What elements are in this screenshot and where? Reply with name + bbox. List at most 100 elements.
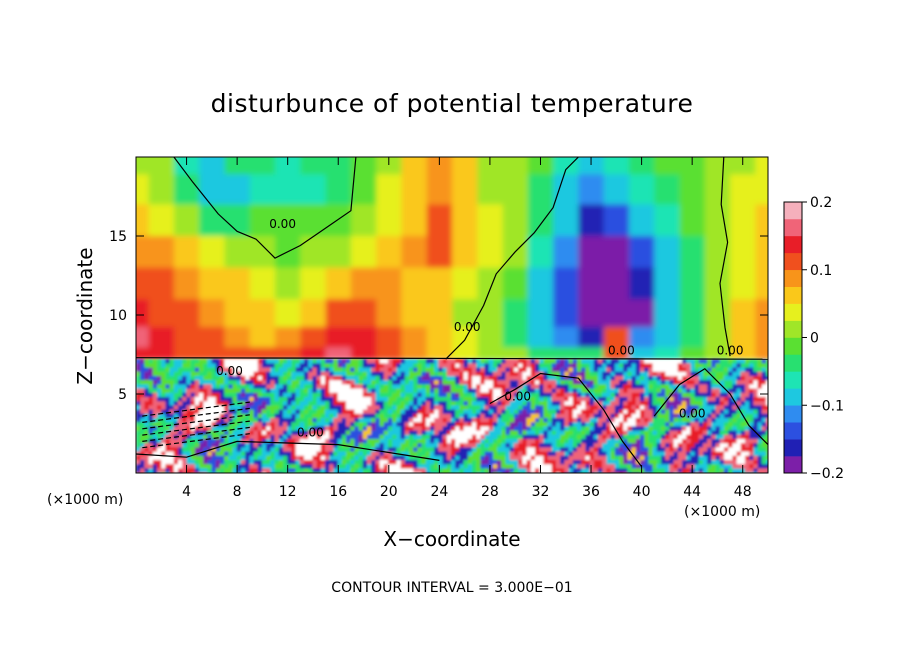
turbulence-cell [518,392,523,398]
turbulence-cell [253,367,259,373]
turbulence-cell [505,451,511,457]
turbulence-cell [404,359,410,364]
turbulence-cell [526,359,532,364]
turbulence-cell [652,388,658,394]
turbulence-cell [442,426,448,431]
turbulence-cell [635,434,641,440]
turbulence-cell [493,460,498,465]
turbulence-cell [148,439,154,444]
turbulence-cell [173,447,179,452]
turbulence-cell [766,363,768,368]
turbulence-cell [434,422,439,427]
turbulence-cell [257,460,263,465]
turbulence-cell [736,380,742,385]
turbulence-cell [459,376,464,381]
turbulence-cell [291,367,296,373]
turbulence-cell [556,371,561,377]
turbulence-cell [341,439,347,444]
field-cell [502,326,529,348]
turbulence-cell [295,443,301,448]
turbulence-cell [560,363,565,368]
turbulence-cell [413,455,418,461]
turbulence-cell [682,418,687,423]
turbulence-cell [446,380,452,385]
turbulence-cell [619,413,624,419]
turbulence-cell [593,367,599,373]
turbulence-cell [522,418,527,423]
turbulence-cell [543,418,548,423]
turbulence-cell [707,464,712,469]
turbulence-cell [257,401,263,406]
turbulence-cell [274,363,280,368]
turbulence-cell [379,405,385,410]
turbulence-cell [253,413,259,419]
turbulence-cell [564,363,569,368]
turbulence-cell [463,380,469,385]
turbulence-cell [312,434,317,440]
turbulence-cell [215,413,221,419]
turbulence-cell [207,367,212,373]
turbulence-cell [543,468,548,473]
turbulence-cell [497,430,502,436]
turbulence-cell [451,409,456,415]
turbulence-cell [404,413,410,419]
turbulence-cell [379,464,385,469]
turbulence-cell [186,464,191,469]
turbulence-cell [194,434,200,440]
turbulence-cell [467,405,473,410]
turbulence-cell [724,413,729,419]
turbulence-cell [665,418,670,423]
turbulence-cell [299,468,305,473]
turbulence-cell [383,434,389,440]
turbulence-cell [182,363,187,368]
turbulence-cell [577,363,582,368]
turbulence-cell [455,460,460,465]
turbulence-cell [211,439,217,444]
turbulence-cell [648,380,653,385]
turbulence-cell [484,439,490,444]
turbulence-cell [383,359,389,364]
turbulence-cell [375,392,380,398]
turbulence-cell [325,451,330,457]
turbulence-cell [287,413,292,419]
turbulence-cell [211,443,217,448]
turbulence-cell [199,405,204,410]
turbulence-cell [329,460,334,465]
turbulence-cell [497,451,502,457]
turbulence-cell [627,359,632,364]
turbulence-cell [732,439,737,444]
turbulence-cell [740,447,746,452]
turbulence-cell [337,443,343,448]
turbulence-cell [766,455,768,461]
turbulence-cell [207,468,212,473]
turbulence-cell [425,397,431,402]
turbulence-cell [745,405,750,410]
turbulence-cell [581,434,586,440]
turbulence-cell [383,447,389,452]
turbulence-cell [530,392,536,398]
turbulence-cell [568,376,574,381]
turbulence-cell [215,401,221,406]
turbulence-cell [165,359,170,364]
field-cell [401,326,428,348]
turbulence-cell [215,367,221,373]
turbulence-cell [652,418,658,423]
field-cell [148,174,175,205]
field-cell [350,236,377,269]
turbulence-cell [430,426,435,431]
turbulence-cell [308,359,313,364]
turbulence-cell [715,439,721,444]
turbulence-cell [152,371,158,377]
turbulence-cell [388,405,393,410]
turbulence-cell [694,413,700,419]
turbulence-cell [593,401,599,406]
turbulence-cell [312,380,317,385]
turbulence-cell [661,363,666,368]
turbulence-cell [291,434,296,440]
turbulence-cell [543,409,548,415]
turbulence-cell [325,367,330,373]
turbulence-cell [551,388,557,394]
turbulence-cell [249,363,254,368]
turbulence-cell [325,468,330,473]
turbulence-cell [547,443,553,448]
